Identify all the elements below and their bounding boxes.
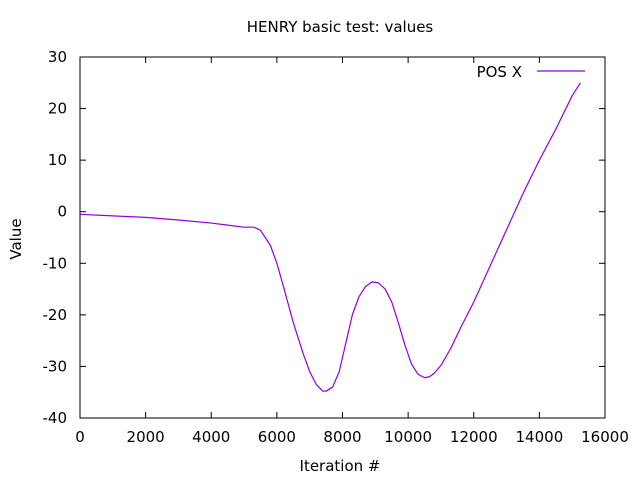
x-axis-label: Iteration # (300, 457, 381, 475)
y-tick-label: 20 (48, 100, 67, 118)
x-tick-label: 10000 (384, 428, 432, 446)
legend-label: POS X (477, 63, 522, 81)
y-tick-label: 30 (48, 48, 67, 66)
axis-ticks: 0 2000 4000 6000 8000 10000 12000 14000 16000 -40… (43, 48, 629, 446)
chart-title: HENRY basic test: values (247, 18, 434, 36)
legend: POS X (477, 63, 585, 81)
y-tick-label: -20 (43, 306, 68, 324)
y-tick-label: 10 (48, 151, 67, 169)
x-tick-label: 14000 (516, 428, 564, 446)
series-line-pos-x (79, 82, 581, 392)
x-tick-label: 2000 (127, 428, 165, 446)
x-tick-label: 6000 (258, 428, 296, 446)
x-tick-label: 0 (75, 428, 85, 446)
x-tick-label: 16000 (581, 428, 629, 446)
plot-frame (79, 56, 606, 419)
x-tick-label: 4000 (192, 428, 230, 446)
y-tick-label: -30 (43, 357, 68, 375)
y-tick-label: -40 (43, 409, 68, 427)
x-tick-label: 12000 (450, 428, 498, 446)
y-tick-label: 0 (57, 203, 67, 221)
series-layer (79, 82, 581, 392)
y-tick-label: -10 (43, 254, 68, 272)
x-tick-label: 8000 (323, 428, 361, 446)
y-axis-label: Value (7, 218, 25, 259)
